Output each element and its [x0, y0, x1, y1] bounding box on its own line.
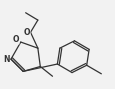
Text: O: O [23, 28, 30, 37]
Text: O: O [13, 35, 19, 44]
Text: N: N [3, 55, 9, 64]
